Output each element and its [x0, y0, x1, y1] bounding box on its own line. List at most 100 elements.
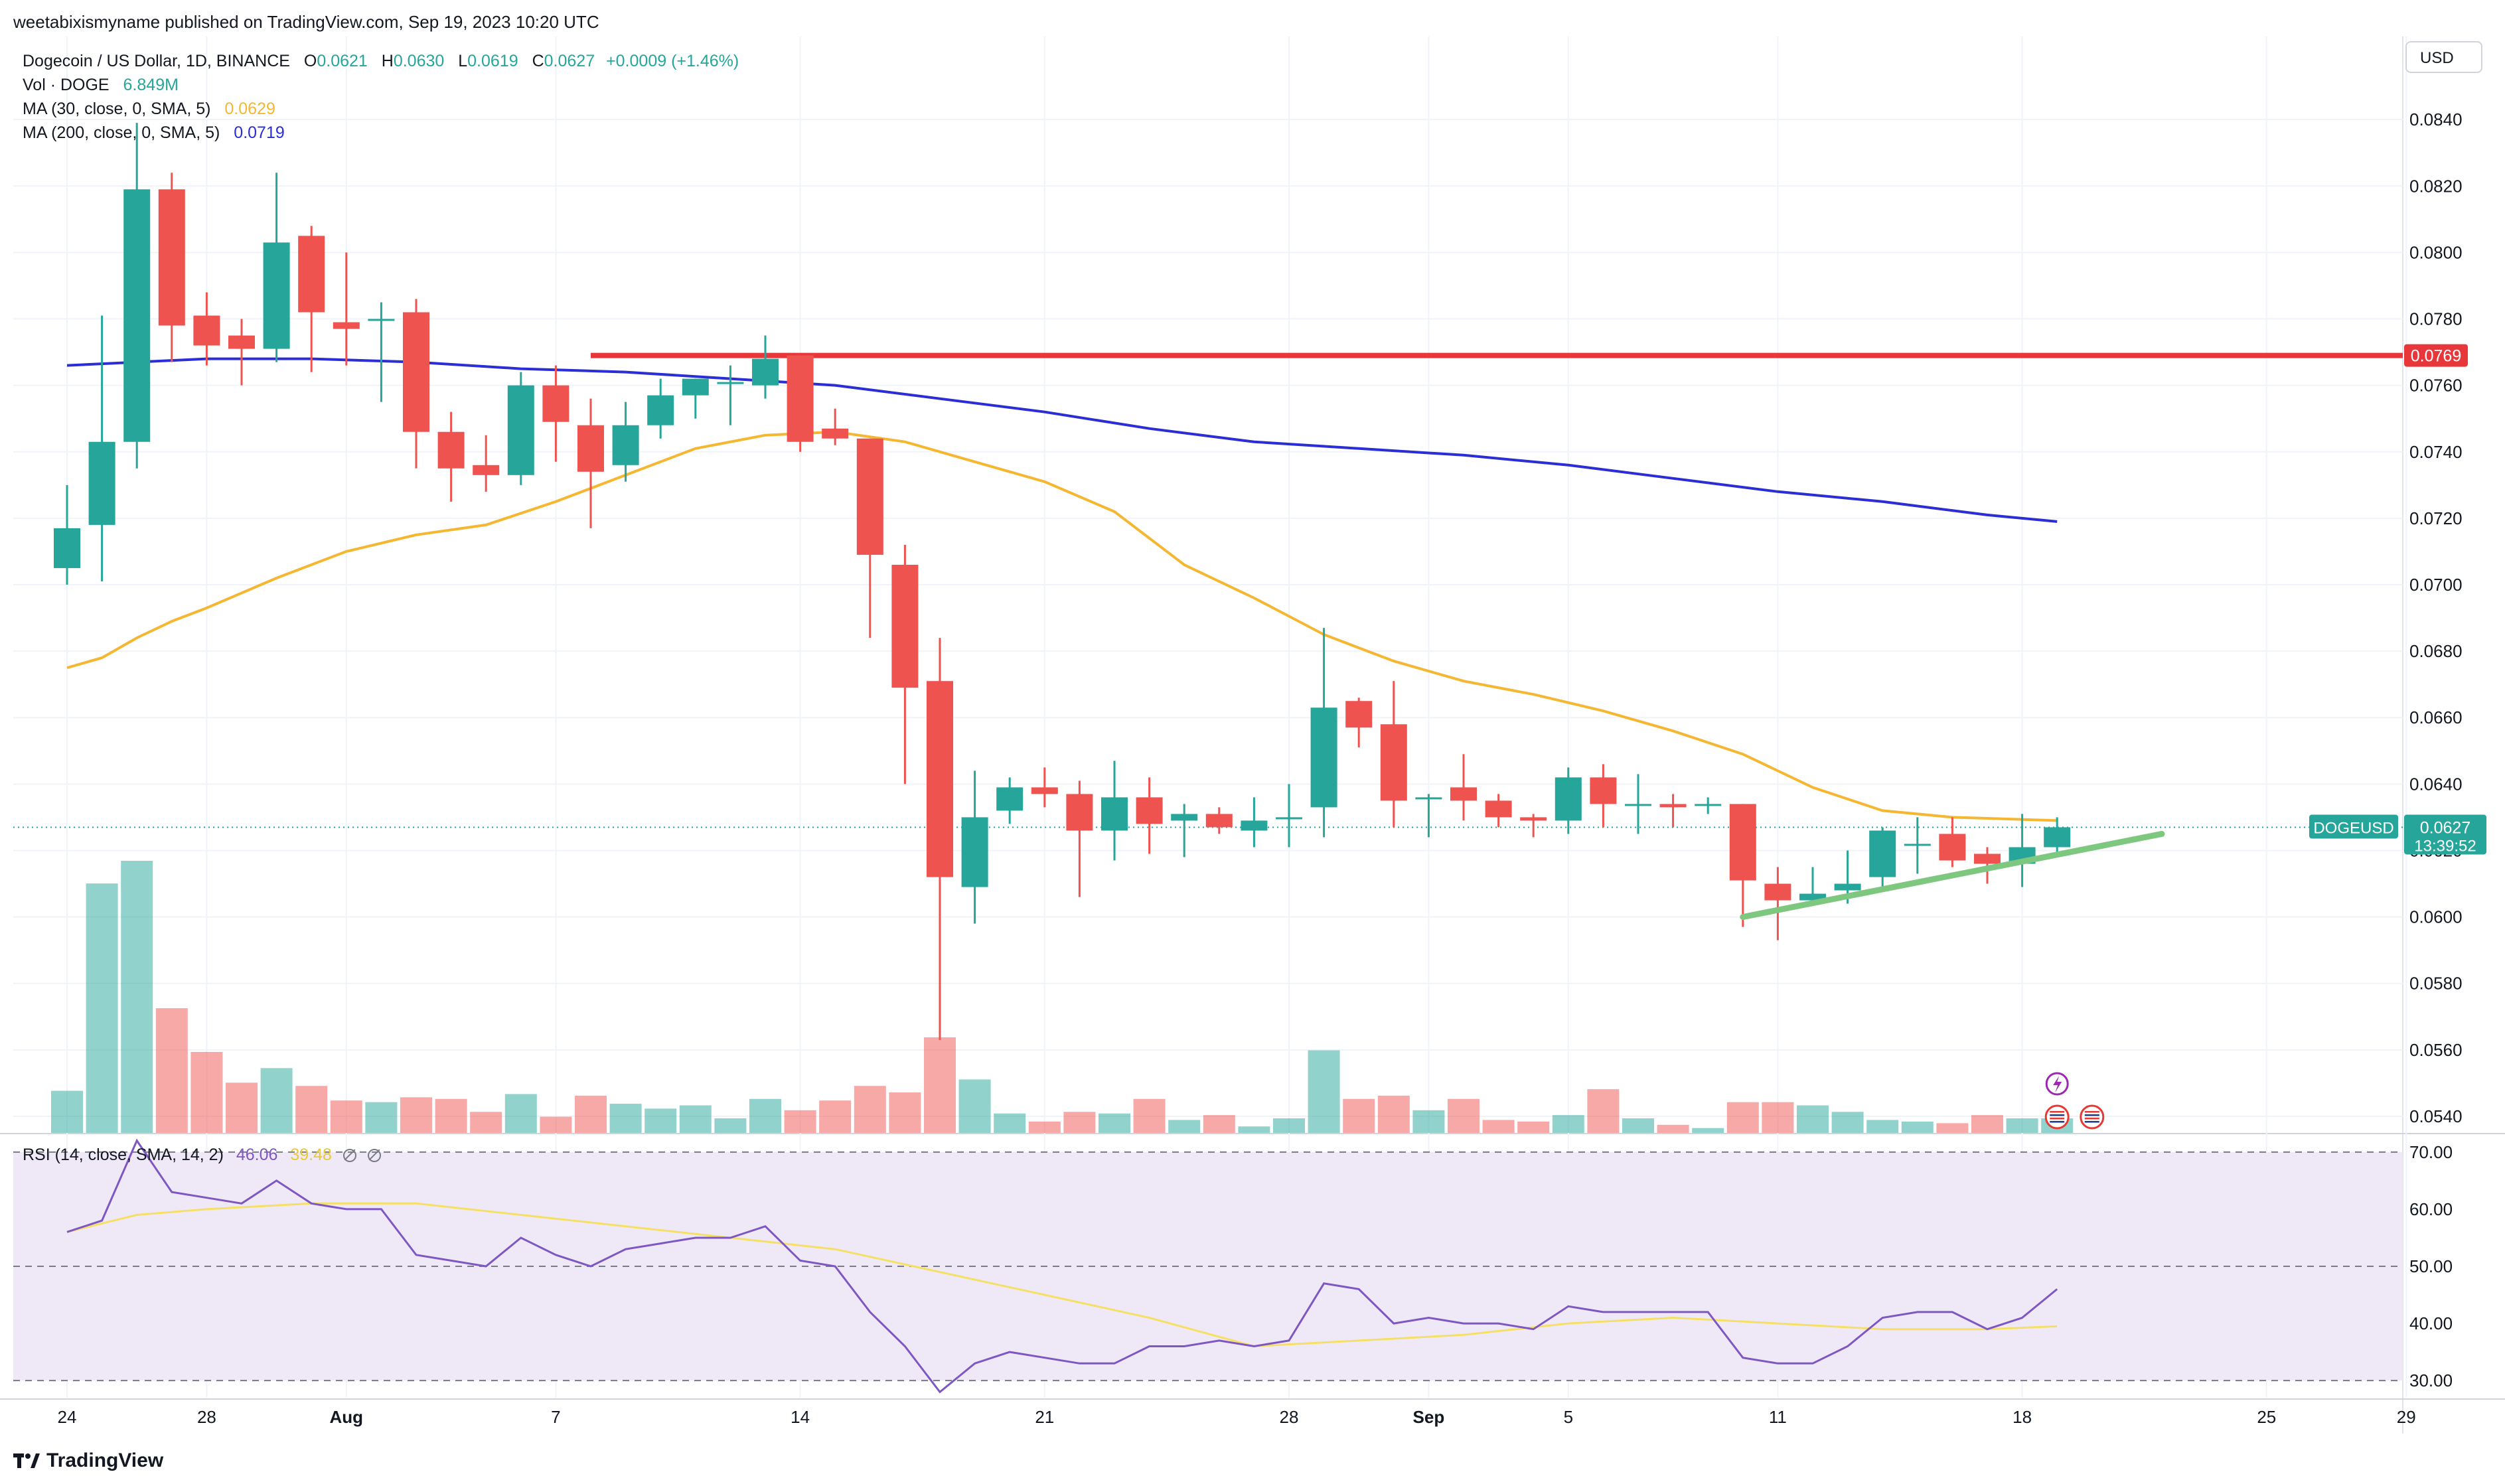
symbol-title: Dogecoin / US Dollar, 1D, BINANCE — [23, 52, 290, 70]
volume-bar — [1831, 1112, 1864, 1133]
candle-body — [822, 428, 849, 439]
candle-body — [1834, 883, 1861, 891]
price-tick-label: 0.0680 — [2409, 641, 2463, 661]
ohlc-close: C0.0627 — [532, 52, 595, 70]
volume-bar — [1448, 1098, 1480, 1133]
candle-body — [1415, 797, 1442, 800]
rsi-tick-label: 50.00 — [2409, 1256, 2453, 1276]
hide-eye-icon[interactable] — [342, 1149, 356, 1163]
date-tick-label: 28 — [197, 1407, 216, 1427]
candle-body — [577, 425, 604, 472]
candle-body — [996, 787, 1024, 811]
ohlc-open: O0.0621 — [303, 52, 368, 70]
volume-bar — [609, 1104, 642, 1133]
candle-body — [927, 681, 953, 877]
volume-bar — [121, 861, 153, 1133]
candle-body — [1450, 787, 1477, 801]
brand-name: TradingView — [46, 1449, 164, 1471]
volume-bar — [260, 1068, 293, 1133]
price-tick-label: 0.0660 — [2409, 707, 2463, 727]
tradingview-logo-icon — [13, 1453, 40, 1468]
candle-body — [1485, 800, 1512, 818]
volume-bar — [470, 1112, 502, 1133]
rsi-tick-label: 60.00 — [2409, 1199, 2453, 1219]
flag-stripe — [2084, 1121, 2099, 1123]
currency-selector[interactable]: USD — [2405, 41, 2482, 73]
volume-bar — [714, 1118, 747, 1133]
rsi-line — [66, 1138, 2058, 1394]
volume-bar — [819, 1100, 852, 1133]
resistance-price-tag — [2404, 344, 2468, 367]
candle-body — [507, 385, 534, 475]
price-tick-label: 0.0580 — [2409, 974, 2463, 994]
candle-body — [298, 236, 325, 313]
volume-bar — [924, 1037, 956, 1133]
candle-body — [717, 382, 744, 384]
volume-bar — [1866, 1120, 1899, 1133]
price-tick-label: 0.0760 — [2409, 376, 2463, 396]
volume-bar — [1377, 1095, 1410, 1133]
volume-bar — [1308, 1050, 1340, 1133]
volume-bar — [295, 1086, 328, 1133]
candle-body — [1136, 797, 1163, 824]
rsi-sma-value: 39.48 — [290, 1146, 332, 1164]
volume-bar — [1936, 1123, 1969, 1133]
candle-body — [333, 322, 360, 329]
volume-bar — [994, 1113, 1026, 1133]
volume-bar — [1552, 1115, 1584, 1133]
volume-bar — [190, 1051, 223, 1133]
rsi-legend: RSI (14, close, SMA, 14, 2) 46.06 39.48 — [23, 1146, 381, 1165]
candle-body — [403, 312, 429, 432]
last-price-tag — [2404, 814, 2486, 855]
ma200-legend-row: MA (200, close, 0, SMA, 5) 0.0719 — [23, 121, 739, 145]
candle-body — [368, 319, 395, 321]
date-tick-label: Aug — [330, 1407, 364, 1427]
rsi-tick-label: 30.00 — [2409, 1371, 2453, 1390]
volume-bar — [1343, 1098, 1375, 1133]
candle-body — [1276, 817, 1302, 820]
flag-stripe — [2050, 1114, 2065, 1116]
volume-bar — [330, 1100, 362, 1133]
price-tick-label: 0.0560 — [2409, 1040, 2463, 1060]
volume-bar — [1133, 1098, 1166, 1133]
ohlc-change: +0.0009 (+1.46%) — [606, 52, 739, 70]
candle-body — [1205, 814, 1233, 828]
volume-bar — [784, 1110, 816, 1133]
published-caption: weetabixismyname published on TradingVie… — [13, 12, 599, 32]
volume-label: Vol · DOGE — [23, 76, 110, 94]
candle-body — [682, 378, 709, 396]
candle-body — [1764, 883, 1791, 901]
date-tick-label: 28 — [1280, 1407, 1299, 1427]
date-tick-label: 11 — [1769, 1407, 1787, 1427]
volume-bar — [540, 1116, 572, 1133]
resistance-price-label: 0.0769 — [2411, 347, 2461, 366]
candle-body — [1695, 804, 1722, 806]
volume-bar — [1028, 1121, 1061, 1133]
volume-bar — [1482, 1120, 1515, 1133]
volume-value: 6.849M — [123, 76, 179, 94]
us-flag-event-icon — [2080, 1104, 2105, 1130]
ohlc-low: L0.0619 — [458, 52, 518, 70]
candle-body — [228, 335, 255, 349]
date-tick-label: 5 — [1564, 1407, 1573, 1427]
volume-bar — [1168, 1120, 1201, 1133]
flag-stripe — [2084, 1118, 2099, 1120]
rsi-value: 46.06 — [236, 1146, 278, 1164]
us-flag-event-icon — [2044, 1104, 2070, 1130]
candle-body — [856, 438, 883, 555]
candle-body — [1939, 834, 1966, 861]
volume-bar — [155, 1008, 188, 1133]
candle-body — [1729, 804, 1756, 881]
volume-bar — [854, 1086, 886, 1133]
hide-eye-icon[interactable] — [367, 1149, 381, 1163]
volume-bar — [749, 1098, 781, 1133]
date-tick-label: 18 — [2012, 1407, 2032, 1427]
flag-stripe — [2084, 1114, 2099, 1116]
volume-legend-row: Vol · DOGE 6.849M — [23, 73, 739, 97]
date-tick-label: 14 — [791, 1407, 810, 1427]
price-tick-label: 0.0800 — [2409, 242, 2463, 262]
volume-bar — [1726, 1102, 1759, 1133]
volume-bar — [1622, 1118, 1654, 1133]
date-tick-label: 24 — [58, 1407, 77, 1427]
